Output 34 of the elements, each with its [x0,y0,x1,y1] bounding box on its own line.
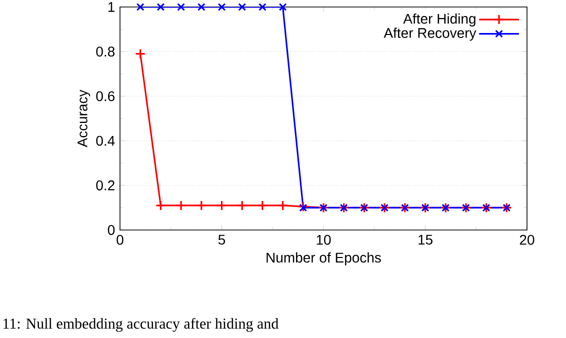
x-tick-label: 20 [520,234,534,245]
y-tick-label: 0.6 [96,91,115,102]
point [218,3,226,11]
x-tick-label: 15 [418,234,432,245]
point [197,3,206,11]
point [176,200,186,211]
x-tick-label: 0 [116,234,124,245]
x-axis-title: Number of Epochs [266,252,381,266]
x-tick-label: 5 [218,234,226,245]
point [156,3,165,11]
point [238,3,246,11]
y-axis-title: Accuracy [78,90,90,148]
point [136,3,144,11]
y-tick-label: 0.8 [96,46,115,57]
y-tick-label: 0 [108,225,115,235]
point [216,200,228,211]
point [298,201,308,212]
text: 11: Null embedding accuracy after hiding and [4,318,278,332]
point [258,3,266,11]
legend-label: After Recovery [384,28,476,41]
legend-label: After Hiding [403,13,476,26]
point [196,200,207,211]
point [155,200,166,211]
point [257,200,268,211]
point [177,3,186,11]
y-tick-label: 0.4 [96,136,115,146]
x-tick-label: 10 [316,234,331,245]
y-tick-label: 0.2 [96,180,114,190]
point [278,200,288,211]
point [278,3,287,11]
point [236,200,248,211]
point [299,204,308,212]
point [135,48,146,60]
y-tick-label: 1 [108,2,114,12]
